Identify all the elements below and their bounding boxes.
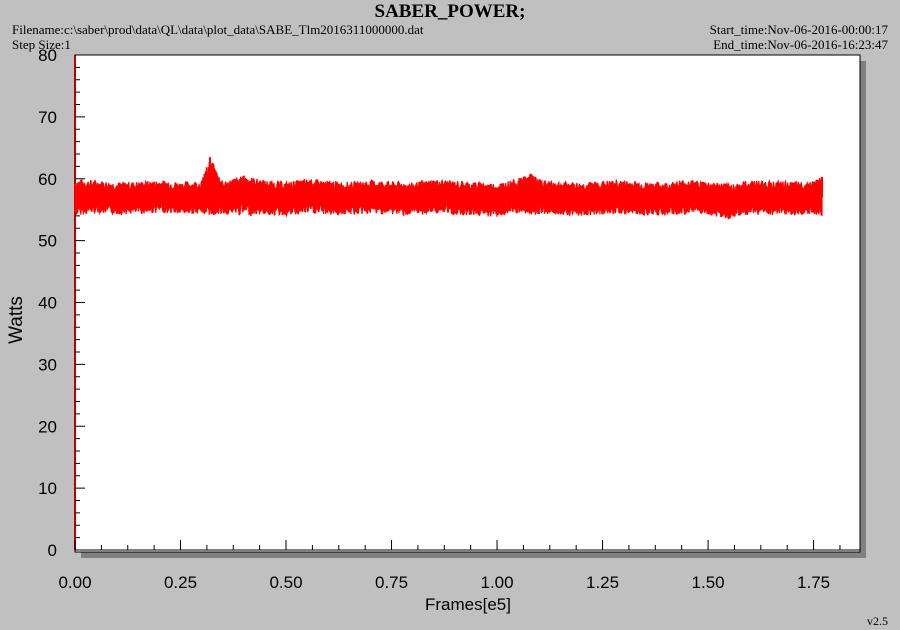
y-axis-label: Watts bbox=[6, 296, 27, 344]
y-tick-label: 20 bbox=[38, 417, 57, 436]
y-tick-label: 70 bbox=[38, 108, 57, 127]
axis-ticks bbox=[74, 54, 860, 551]
y-tick-label: 80 bbox=[38, 46, 57, 65]
x-tick-label: 0.25 bbox=[164, 573, 197, 592]
filename-label: Filename:c:\saber\prod\data\QL\data\plot… bbox=[12, 22, 424, 37]
plot-area bbox=[74, 54, 861, 553]
x-tick-label: 1.75 bbox=[797, 573, 830, 592]
start-time-label: Start_time:Nov-06-2016-00:00:17 bbox=[709, 22, 888, 37]
x-tick-label: 1.00 bbox=[480, 573, 513, 592]
x-tick-label: 1.50 bbox=[692, 573, 725, 592]
y-tick-label: 50 bbox=[38, 232, 57, 251]
y-tick-label: 30 bbox=[38, 355, 57, 374]
x-tick-label: 0.75 bbox=[375, 573, 408, 592]
end-time-label: End_time:Nov-06-2016-16:23:47 bbox=[713, 37, 888, 52]
y-tick-label: 10 bbox=[38, 479, 57, 498]
step-size-label: Step Size:1 bbox=[12, 37, 71, 52]
y-tick-label: 0 bbox=[48, 541, 57, 560]
chart-title: SABER_POWER; bbox=[374, 1, 526, 22]
x-tick-label: 0.50 bbox=[269, 573, 302, 592]
tick-labels: 0 10 20 30 40 50 60 70 80 0.00 0.25 0.50 0.75 1.00 1.2… bbox=[38, 46, 830, 592]
power-series-band bbox=[74, 159, 823, 220]
series-group bbox=[74, 157, 824, 220]
x-tick-label: 1.25 bbox=[586, 573, 619, 592]
version-label: v2.5 bbox=[867, 614, 888, 628]
x-axis-label: Frames[e5] bbox=[425, 595, 511, 614]
x-tick-label: 0.00 bbox=[58, 573, 91, 592]
y-tick-label: 40 bbox=[38, 294, 57, 313]
y-tick-label: 60 bbox=[38, 170, 57, 189]
